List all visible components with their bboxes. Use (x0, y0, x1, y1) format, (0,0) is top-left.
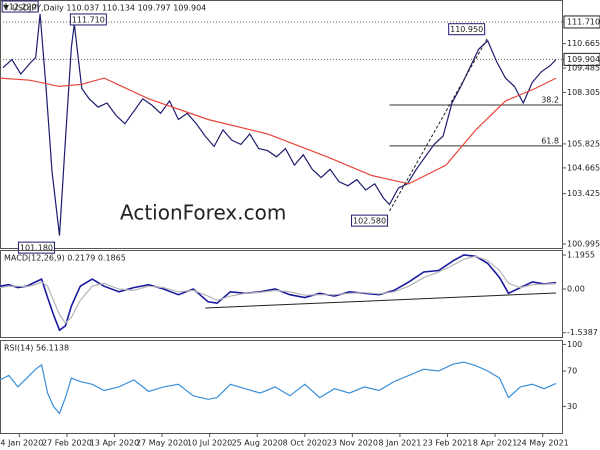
annotation-label: 112.220 (4, 3, 37, 12)
annotation-label: 102.580 (353, 217, 386, 226)
pane-title: RSI(14) 56.1138 (4, 344, 69, 353)
x-tick-label: 27 May 2020 (136, 439, 188, 448)
fib-label: 61.8 (541, 136, 559, 145)
y-tick-box (563, 15, 600, 29)
x-tick-label: 24 May 2021 (517, 439, 569, 448)
pane-frame (0, 0, 563, 249)
y-tick-label: 70 (567, 367, 577, 376)
trend-line (389, 37, 489, 212)
pane-title: USDJPY,Daily 110.037 110.134 109.797 109… (12, 4, 206, 13)
y-tick-label: -1.5387 (567, 328, 598, 337)
y-tick-label: 0.00 (567, 284, 585, 293)
annotation-box (17, 241, 55, 254)
y-tick-label: 104.665 (567, 163, 600, 172)
annotation-box (69, 13, 107, 26)
y-tick-box (563, 52, 600, 66)
y-tick-label: 109.904 (567, 55, 600, 64)
y-tick-label: 1.1955 (567, 251, 595, 260)
watermark: ActionForex.com (120, 201, 286, 225)
y-tick-label: 100 (567, 340, 582, 349)
y-tick-label: 111.710 (567, 17, 600, 26)
x-tick-label: 25 Aug 2020 (232, 439, 283, 448)
annotation-label: 111.710 (72, 15, 105, 24)
annotation-box (448, 23, 486, 36)
y-tick-label: 108.305 (567, 88, 600, 97)
y-tick-label: 109.485 (567, 64, 600, 73)
trend-line (205, 292, 557, 309)
y-tick-label: 105.825 (567, 139, 600, 148)
series-line (0, 361, 557, 415)
series-line (0, 255, 557, 325)
pane-frame (0, 250, 563, 338)
y-tick-label: 103.425 (567, 189, 600, 198)
y-tick-label: 100.995 (567, 239, 600, 248)
menu-icon (3, 5, 9, 10)
annotation-box (1, 0, 39, 13)
x-tick-label: 10 Jul 2020 (187, 439, 232, 448)
annotation-label: 110.950 (450, 25, 483, 34)
x-tick-label: 23 Nov 2020 (327, 439, 378, 448)
x-tick-label: 14 Jan 2020 (0, 439, 43, 448)
x-tick-label: 8 Oct 2020 (283, 439, 327, 448)
fib-label: 38.2 (541, 96, 559, 105)
x-tick-label: 27 Feb 2020 (42, 439, 92, 448)
annotation-box (351, 214, 389, 227)
x-tick-label: 8 Jan 2021 (379, 439, 422, 448)
series-line (0, 77, 557, 185)
x-tick-label: 23 Feb 2021 (423, 439, 473, 448)
y-tick-label: 110.665 (567, 39, 600, 48)
x-tick-label: 8 Apr 2021 (473, 439, 517, 448)
pane-title: MACD(12,26,9) 0.2179 0.1865 (4, 254, 126, 263)
pane-frame (0, 340, 563, 434)
y-tick-label: 30 (567, 402, 577, 411)
annotation-label: 101.180 (20, 244, 53, 253)
x-tick-label: 13 Apr 2020 (90, 439, 139, 448)
